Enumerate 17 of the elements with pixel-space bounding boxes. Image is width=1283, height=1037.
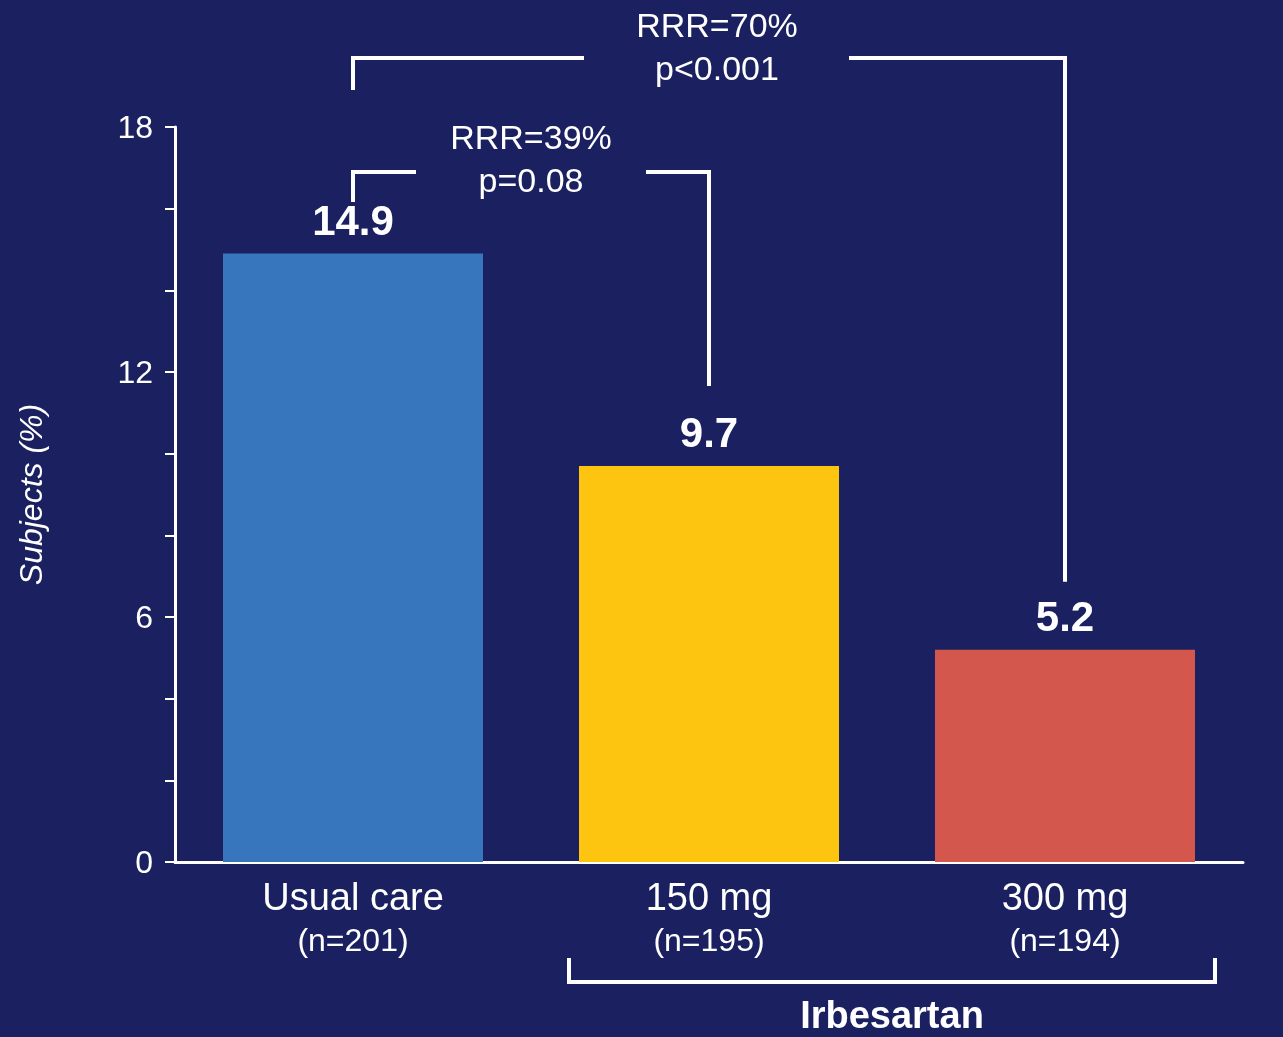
y-tick-label: 0 — [135, 844, 153, 880]
data-label: 5.2 — [1035, 593, 1095, 641]
y-axis-title: Subjects (%) — [13, 403, 49, 586]
y-tick-label: 18 — [117, 109, 153, 145]
y-tick-label: 6 — [135, 599, 153, 635]
x-tick-label: 300 mg (n=194) — [1001, 876, 1129, 958]
bar — [579, 465, 839, 862]
x-tick-label: 150 mg (n=195) — [645, 876, 773, 958]
x-tick-label: Usual care (n=201) — [262, 876, 444, 958]
annotation: RRR=39% p=0.08 — [450, 117, 612, 201]
bar — [935, 649, 1195, 862]
text: Irbesartan — [800, 993, 984, 1037]
bar — [223, 253, 483, 862]
data-label: 14.9 — [312, 197, 394, 245]
y-tick-label: 12 — [117, 354, 153, 390]
data-label: 9.7 — [679, 409, 739, 457]
text: RRR=70% p<0.001 — [636, 5, 798, 89]
